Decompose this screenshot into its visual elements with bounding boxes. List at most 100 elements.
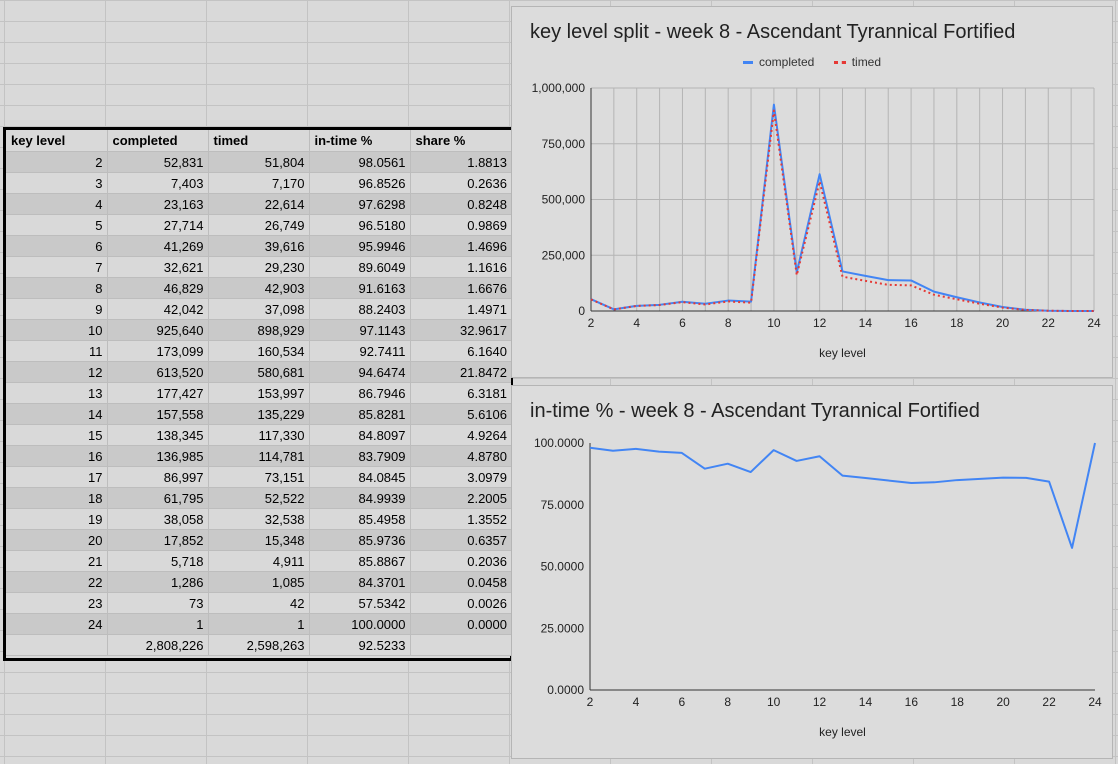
- header-key-level[interactable]: key level: [6, 130, 108, 152]
- table-cell[interactable]: 22: [6, 571, 108, 593]
- table-cell[interactable]: 7,170: [208, 172, 310, 194]
- table-cell[interactable]: 1.8813: [410, 151, 511, 173]
- legend-item-completed[interactable]: completed: [742, 55, 814, 69]
- table-cell[interactable]: 1.3552: [410, 508, 511, 530]
- table-cell[interactable]: 0.2036: [410, 550, 511, 572]
- table-cell[interactable]: 0.0000: [410, 613, 511, 635]
- table-cell[interactable]: 1.4971: [410, 298, 511, 320]
- table-cell[interactable]: 23,163: [107, 193, 209, 215]
- table-cell[interactable]: 1: [107, 613, 209, 635]
- table-cell[interactable]: 3: [6, 172, 108, 194]
- table-cell[interactable]: 86.7946: [309, 382, 411, 404]
- table-cell[interactable]: 24: [6, 613, 108, 635]
- table-cell[interactable]: 613,520: [107, 361, 209, 383]
- table-cell[interactable]: 7,403: [107, 172, 209, 194]
- table-cell[interactable]: 85.8867: [309, 550, 411, 572]
- table-cell[interactable]: 39,616: [208, 235, 310, 257]
- table-cell[interactable]: 4.8780: [410, 445, 511, 467]
- table-cell[interactable]: 100.0000: [309, 613, 411, 635]
- table-cell[interactable]: 52,831: [107, 151, 209, 173]
- table-cell[interactable]: 88.2403: [309, 298, 411, 320]
- table-cell[interactable]: 0.0458: [410, 571, 511, 593]
- total-cell[interactable]: 2,808,226: [107, 634, 209, 656]
- table-cell[interactable]: 11: [6, 340, 108, 362]
- table-cell[interactable]: 136,985: [107, 445, 209, 467]
- table-cell[interactable]: 10: [6, 319, 108, 341]
- table-cell[interactable]: 27,714: [107, 214, 209, 236]
- table-cell[interactable]: 21: [6, 550, 108, 572]
- table-cell[interactable]: 38,058: [107, 508, 209, 530]
- table-cell[interactable]: 84.3701: [309, 571, 411, 593]
- table-cell[interactable]: 157,558: [107, 403, 209, 425]
- table-cell[interactable]: 89.6049: [309, 256, 411, 278]
- table-cell[interactable]: 0.8248: [410, 193, 511, 215]
- table-cell[interactable]: 41,269: [107, 235, 209, 257]
- table-cell[interactable]: 173,099: [107, 340, 209, 362]
- table-cell[interactable]: 37,098: [208, 298, 310, 320]
- table-cell[interactable]: 57.5342: [309, 592, 411, 614]
- table-cell[interactable]: 8: [6, 277, 108, 299]
- header-in-time-pct[interactable]: in-time %: [309, 130, 411, 152]
- table-cell[interactable]: 17,852: [107, 529, 209, 551]
- table-cell[interactable]: 16: [6, 445, 108, 467]
- table-cell[interactable]: 7: [6, 256, 108, 278]
- table-cell[interactable]: 4.9264: [410, 424, 511, 446]
- table-cell[interactable]: 73,151: [208, 466, 310, 488]
- table-cell[interactable]: 96.5180: [309, 214, 411, 236]
- total-cell[interactable]: [410, 634, 511, 656]
- table-cell[interactable]: 23: [6, 592, 108, 614]
- total-cell[interactable]: 2,598,263: [208, 634, 310, 656]
- table-cell[interactable]: 32,538: [208, 508, 310, 530]
- table-cell[interactable]: 19: [6, 508, 108, 530]
- table-cell[interactable]: 95.9946: [309, 235, 411, 257]
- table-cell[interactable]: 85.4958: [309, 508, 411, 530]
- table-cell[interactable]: 138,345: [107, 424, 209, 446]
- table-cell[interactable]: 4: [6, 193, 108, 215]
- table-cell[interactable]: 42,042: [107, 298, 209, 320]
- table-cell[interactable]: 52,522: [208, 487, 310, 509]
- table-cell[interactable]: 32,621: [107, 256, 209, 278]
- table-cell[interactable]: 9: [6, 298, 108, 320]
- table-cell[interactable]: 46,829: [107, 277, 209, 299]
- table-cell[interactable]: 3.0979: [410, 466, 511, 488]
- table-cell[interactable]: 32.9617: [410, 319, 511, 341]
- table-cell[interactable]: 21.8472: [410, 361, 511, 383]
- table-cell[interactable]: 153,997: [208, 382, 310, 404]
- table-cell[interactable]: 1: [208, 613, 310, 635]
- table-cell[interactable]: 92.7411: [309, 340, 411, 362]
- table-cell[interactable]: 6.1640: [410, 340, 511, 362]
- table-cell[interactable]: 13: [6, 382, 108, 404]
- legend-item-timed[interactable]: timed: [833, 55, 881, 69]
- table-cell[interactable]: 20: [6, 529, 108, 551]
- table-cell[interactable]: 1.1616: [410, 256, 511, 278]
- table-cell[interactable]: 73: [107, 592, 209, 614]
- table-cell[interactable]: 15,348: [208, 529, 310, 551]
- table-cell[interactable]: 85.8281: [309, 403, 411, 425]
- table-cell[interactable]: 580,681: [208, 361, 310, 383]
- table-cell[interactable]: 1.4696: [410, 235, 511, 257]
- table-cell[interactable]: 29,230: [208, 256, 310, 278]
- total-cell[interactable]: [6, 634, 108, 656]
- table-cell[interactable]: 18: [6, 487, 108, 509]
- table-cell[interactable]: 6.3181: [410, 382, 511, 404]
- table-cell[interactable]: 925,640: [107, 319, 209, 341]
- table-cell[interactable]: 1,085: [208, 571, 310, 593]
- header-timed[interactable]: timed: [208, 130, 310, 152]
- table-cell[interactable]: 17: [6, 466, 108, 488]
- table-cell[interactable]: 177,427: [107, 382, 209, 404]
- table-cell[interactable]: 26,749: [208, 214, 310, 236]
- table-cell[interactable]: 114,781: [208, 445, 310, 467]
- table-cell[interactable]: 0.9869: [410, 214, 511, 236]
- table-cell[interactable]: 22,614: [208, 193, 310, 215]
- key-level-split-chart[interactable]: key level split - week 8 - Ascendant Tyr…: [511, 6, 1113, 378]
- table-cell[interactable]: 1,286: [107, 571, 209, 593]
- table-cell[interactable]: 6: [6, 235, 108, 257]
- table-cell[interactable]: 0.0026: [410, 592, 511, 614]
- table-cell[interactable]: 84.0845: [309, 466, 411, 488]
- table-cell[interactable]: 84.9939: [309, 487, 411, 509]
- total-cell[interactable]: 92.5233: [309, 634, 411, 656]
- table-cell[interactable]: 2: [6, 151, 108, 173]
- table-cell[interactable]: 94.6474: [309, 361, 411, 383]
- table-cell[interactable]: 84.8097: [309, 424, 411, 446]
- table-cell[interactable]: 0.2636: [410, 172, 511, 194]
